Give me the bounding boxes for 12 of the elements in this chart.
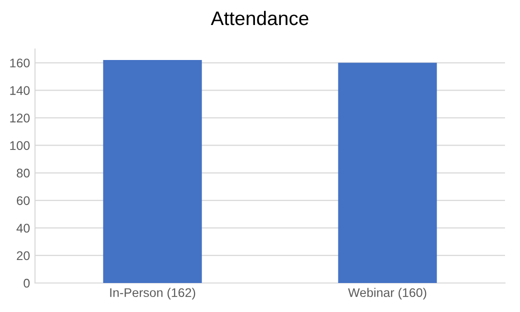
y-tick-label: 140 (10, 86, 30, 95)
x-tick-label: Webinar (160) (348, 288, 426, 300)
y-tick-label: 120 (10, 114, 30, 122)
x-tick-label: In-Person (162) (110, 288, 196, 300)
y-tick-label: 0 (24, 278, 30, 288)
y-tick-label: 160 (10, 58, 30, 68)
chart-title: Attendance (210, 10, 308, 26)
y-tick-label: 40 (16, 224, 30, 233)
y-tick-label: 20 (16, 251, 30, 260)
y-tick-label: 60 (16, 196, 30, 206)
y-tick-label: 100 (10, 141, 30, 150)
y-tick-label: 80 (16, 168, 30, 178)
